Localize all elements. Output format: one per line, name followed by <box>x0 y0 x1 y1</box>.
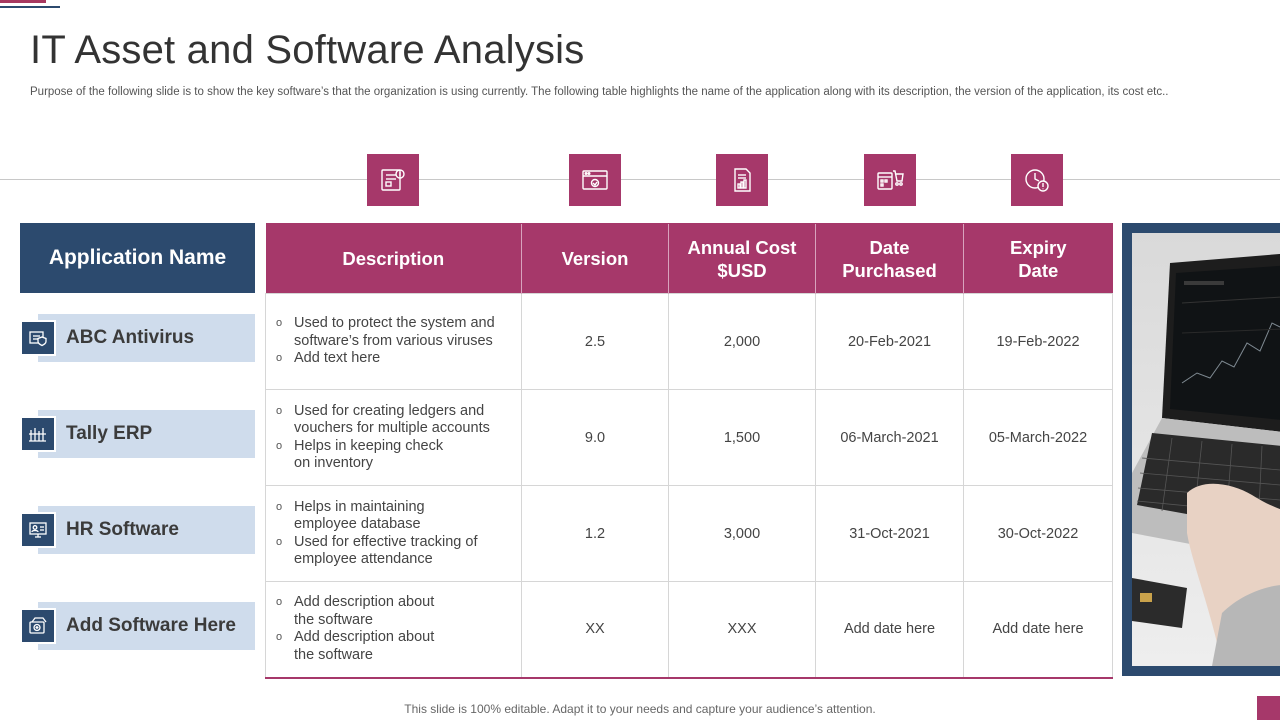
cost-cell: 2,000 <box>668 293 816 390</box>
expiry-cell: 30-Oct-2022 <box>963 485 1113 582</box>
clock-expiry-icon <box>1011 154 1063 206</box>
description-bullet: o Add description about the software <box>276 594 435 628</box>
header-expiry-date: Expiry Date <box>963 223 1113 294</box>
software-table: Description Version Annual Cost $USD Dat… <box>265 223 1113 679</box>
table-row: o Add description about the software o Add… <box>265 581 1113 679</box>
corner-dark-line <box>0 6 60 8</box>
purchased-cell: 20-Feb-2021 <box>815 293 964 390</box>
app-row-tally-erp: Tally ERP <box>20 410 255 458</box>
app-row-hr-software: HR Software <box>20 506 255 554</box>
expiry-cell: Add date here <box>963 581 1113 679</box>
app-label-background <box>38 602 255 650</box>
description-bullet: o Helps in maintaining employee database <box>276 498 425 533</box>
description-cell: o Used to protect the system and software… <box>265 293 522 390</box>
version-cell: XX <box>521 581 669 679</box>
app-name-label: HR Software <box>66 519 179 540</box>
add-software-icon <box>20 608 56 644</box>
description-bullet: o Used to protect the system and software… <box>276 315 495 349</box>
version-cell: 9.0 <box>521 389 669 486</box>
app-name-label: Add Software Here <box>66 615 236 636</box>
app-row-add-software: Add Software Here <box>20 602 255 650</box>
hr-software-icon <box>20 512 56 548</box>
header-annual-cost: Annual Cost $USD <box>668 223 816 294</box>
app-label-background <box>38 506 255 554</box>
cost-cell: 3,000 <box>668 485 816 582</box>
page-subtitle: Purpose of the following slide is to sho… <box>30 86 1169 98</box>
header-description: Description <box>265 223 522 294</box>
cost-cell: XXX <box>668 581 816 679</box>
purchased-cell: 06-March-2021 <box>815 389 964 486</box>
header-date-purchased: Date Purchased <box>815 223 964 294</box>
shopping-cart-calendar-icon <box>864 154 916 206</box>
application-name-header: Application Name <box>20 223 255 293</box>
footer-note: This slide is 100% editable. Adapt it to… <box>404 702 876 716</box>
table-row: o Helps in maintaining employee database … <box>265 485 1113 582</box>
description-bullet: o Used for creating ledgers and vouchers … <box>276 402 490 437</box>
corner-accent-line <box>0 0 46 3</box>
purchased-cell: 31-Oct-2021 <box>815 485 964 582</box>
cost-cell: 1,500 <box>668 389 816 486</box>
expiry-cell: 05-March-2022 <box>963 389 1113 486</box>
description-cell: o Helps in maintaining employee database … <box>265 485 522 582</box>
description-bullet: o Add description about the software <box>276 629 435 663</box>
browser-window-icon <box>569 154 621 206</box>
software-icon <box>367 154 419 206</box>
divider-line <box>0 179 1280 180</box>
purchased-cell: Add date here <box>815 581 964 679</box>
app-label-background <box>38 314 255 362</box>
app-row-abc-antivirus: ABC Antivirus <box>20 314 255 362</box>
corner-accent-square <box>1257 696 1280 720</box>
erp-icon <box>20 416 56 452</box>
expiry-cell: 19-Feb-2022 <box>963 293 1113 390</box>
table-row: o Used for creating ledgers and vouchers … <box>265 389 1113 486</box>
app-name-label: ABC Antivirus <box>66 327 195 348</box>
description-bullet: o Used for effective tracking of employee… <box>276 533 478 568</box>
header-version: Version <box>521 223 669 294</box>
page-title: IT Asset and Software Analysis <box>30 28 585 72</box>
description-cell: o Add description about the software o Add… <box>265 581 522 679</box>
table-header-row: Description Version Annual Cost $USD Dat… <box>265 223 1113 294</box>
version-cell: 2.5 <box>521 293 669 390</box>
version-cell: 1.2 <box>521 485 669 582</box>
table-row: o Used to protect the system and software… <box>265 293 1113 390</box>
description-bullet: o Add text here <box>276 350 381 367</box>
app-label-background <box>38 410 255 458</box>
app-name-label: Tally ERP <box>66 423 153 444</box>
description-cell: o Used for creating ledgers and vouchers … <box>265 389 522 486</box>
description-bullet: o Helps in keeping check on inventory <box>276 437 444 472</box>
laptop-illustration <box>1132 233 1280 666</box>
report-document-icon <box>716 154 768 206</box>
laptop-photo <box>1132 233 1280 666</box>
antivirus-icon <box>20 320 56 356</box>
